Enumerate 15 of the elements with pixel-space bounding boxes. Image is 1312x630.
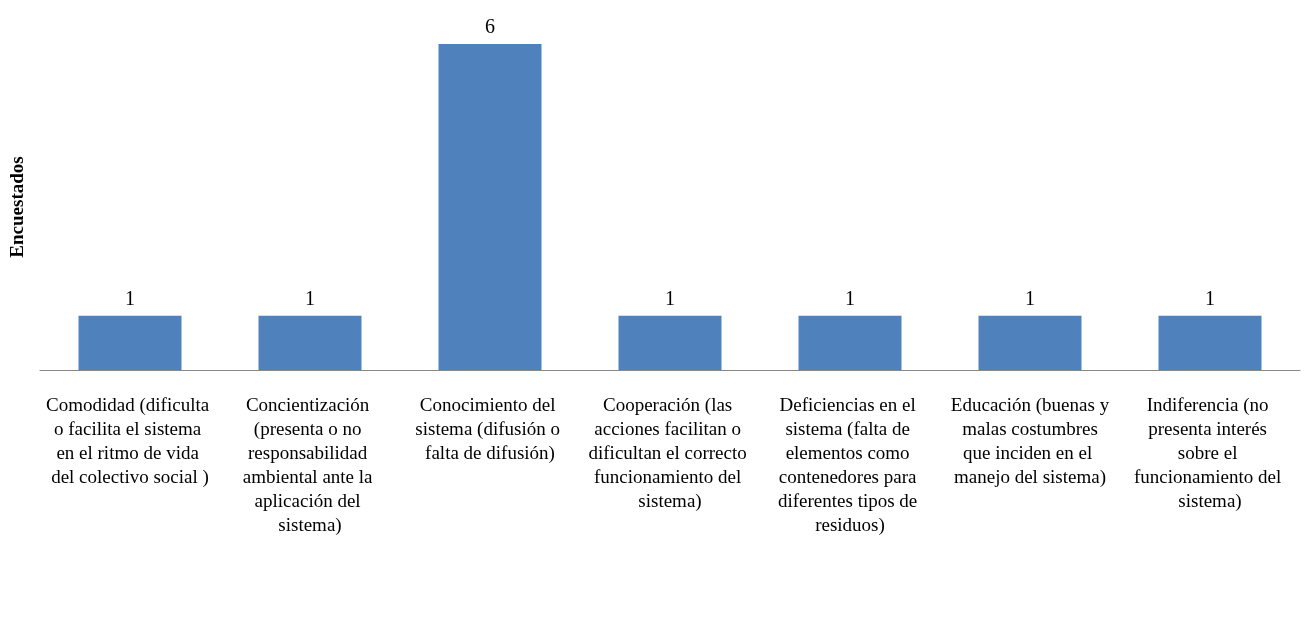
data-label: 1 [305,286,315,309]
x-tick-label: Concientización (presenta o no responsabilidad ambiental ante la aplicación del sistema) [242,393,378,536]
x-tick-label: Deficiencias en el sistema (falta de elementos como contenedores para diferentes tipos de residuos) [777,393,923,536]
data-label: 1 [125,286,135,309]
x-tick-label: Cooperación (las acciones facilitan o dificultan el correcto funcionamiento del sistema) [588,393,752,512]
y-axis-title: Encuestados [6,156,27,258]
data-label: 1 [665,286,675,309]
data-label: 1 [1025,286,1035,309]
data-label: 6 [485,15,495,37]
data-label: 1 [845,286,855,309]
x-tick-label: Comodidad (dificulta o facilita el sistema en el ritmo de vida del colectivo social ) [46,393,214,488]
x-tick-label: Educación (buenas y malas costumbres que inciden en el manejo del sistema) [950,393,1110,488]
x-tick-label: Indiferencia (no presenta interés sobre el funcionamiento del sistema) [1134,393,1286,512]
x-tick-label: Conocimiento del sistema (difusión o falta de difusión) [415,393,565,464]
data-label: 1 [1205,286,1215,309]
